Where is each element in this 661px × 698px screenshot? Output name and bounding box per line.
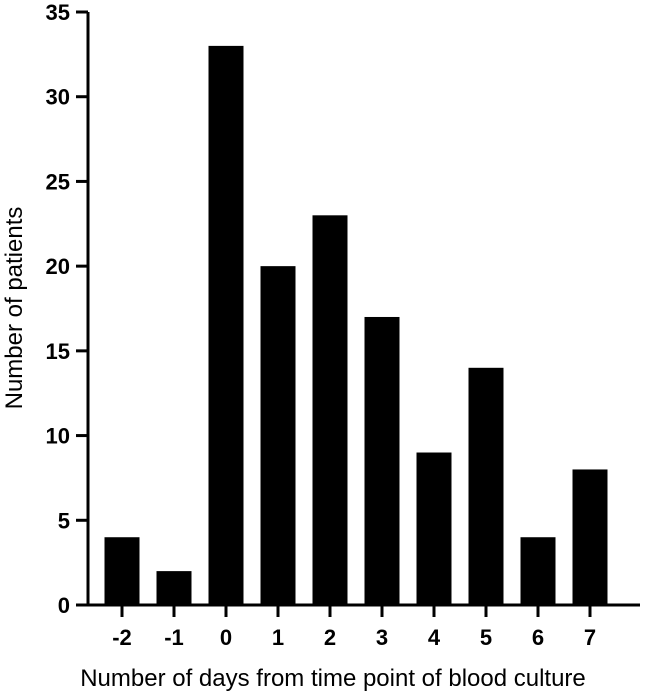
x-tick-label: 4 [428,625,441,650]
bar [156,571,192,605]
y-tick-label: 10 [46,424,70,449]
bar [364,316,400,605]
x-tick-label: 5 [480,625,492,650]
y-axis-ticks: 0 5 10 15 20 25 30 35 [46,0,88,618]
y-tick-label: 5 [58,508,70,533]
x-tick-label: 3 [376,625,388,650]
bar [208,45,244,605]
y-tick-label: 0 [58,593,70,618]
x-tick-label: 7 [584,625,596,650]
x-tick-label: -2 [112,625,132,650]
bar [468,367,504,605]
x-tick-label: 0 [220,625,232,650]
x-tick-label: 2 [324,625,336,650]
bar [520,537,556,605]
x-axis-ticks: -2 -1 0 1 2 3 4 5 6 7 [112,605,596,650]
y-tick-label: 25 [46,169,70,194]
y-axis-title: Number of patients [1,207,28,410]
x-tick-label: 6 [532,625,544,650]
x-tick-label: 1 [272,625,284,650]
bar [572,469,608,605]
bar [312,215,348,606]
x-tick-label: -1 [164,625,184,650]
bars [104,45,608,606]
y-tick-label: 35 [46,0,70,25]
bar [416,452,452,605]
bar [104,537,140,605]
x-axis-title: Number of days from time point of blood … [80,665,586,692]
y-tick-label: 15 [46,339,70,364]
bar [260,266,296,605]
y-tick-label: 20 [46,254,70,279]
y-tick-label: 30 [46,85,70,110]
